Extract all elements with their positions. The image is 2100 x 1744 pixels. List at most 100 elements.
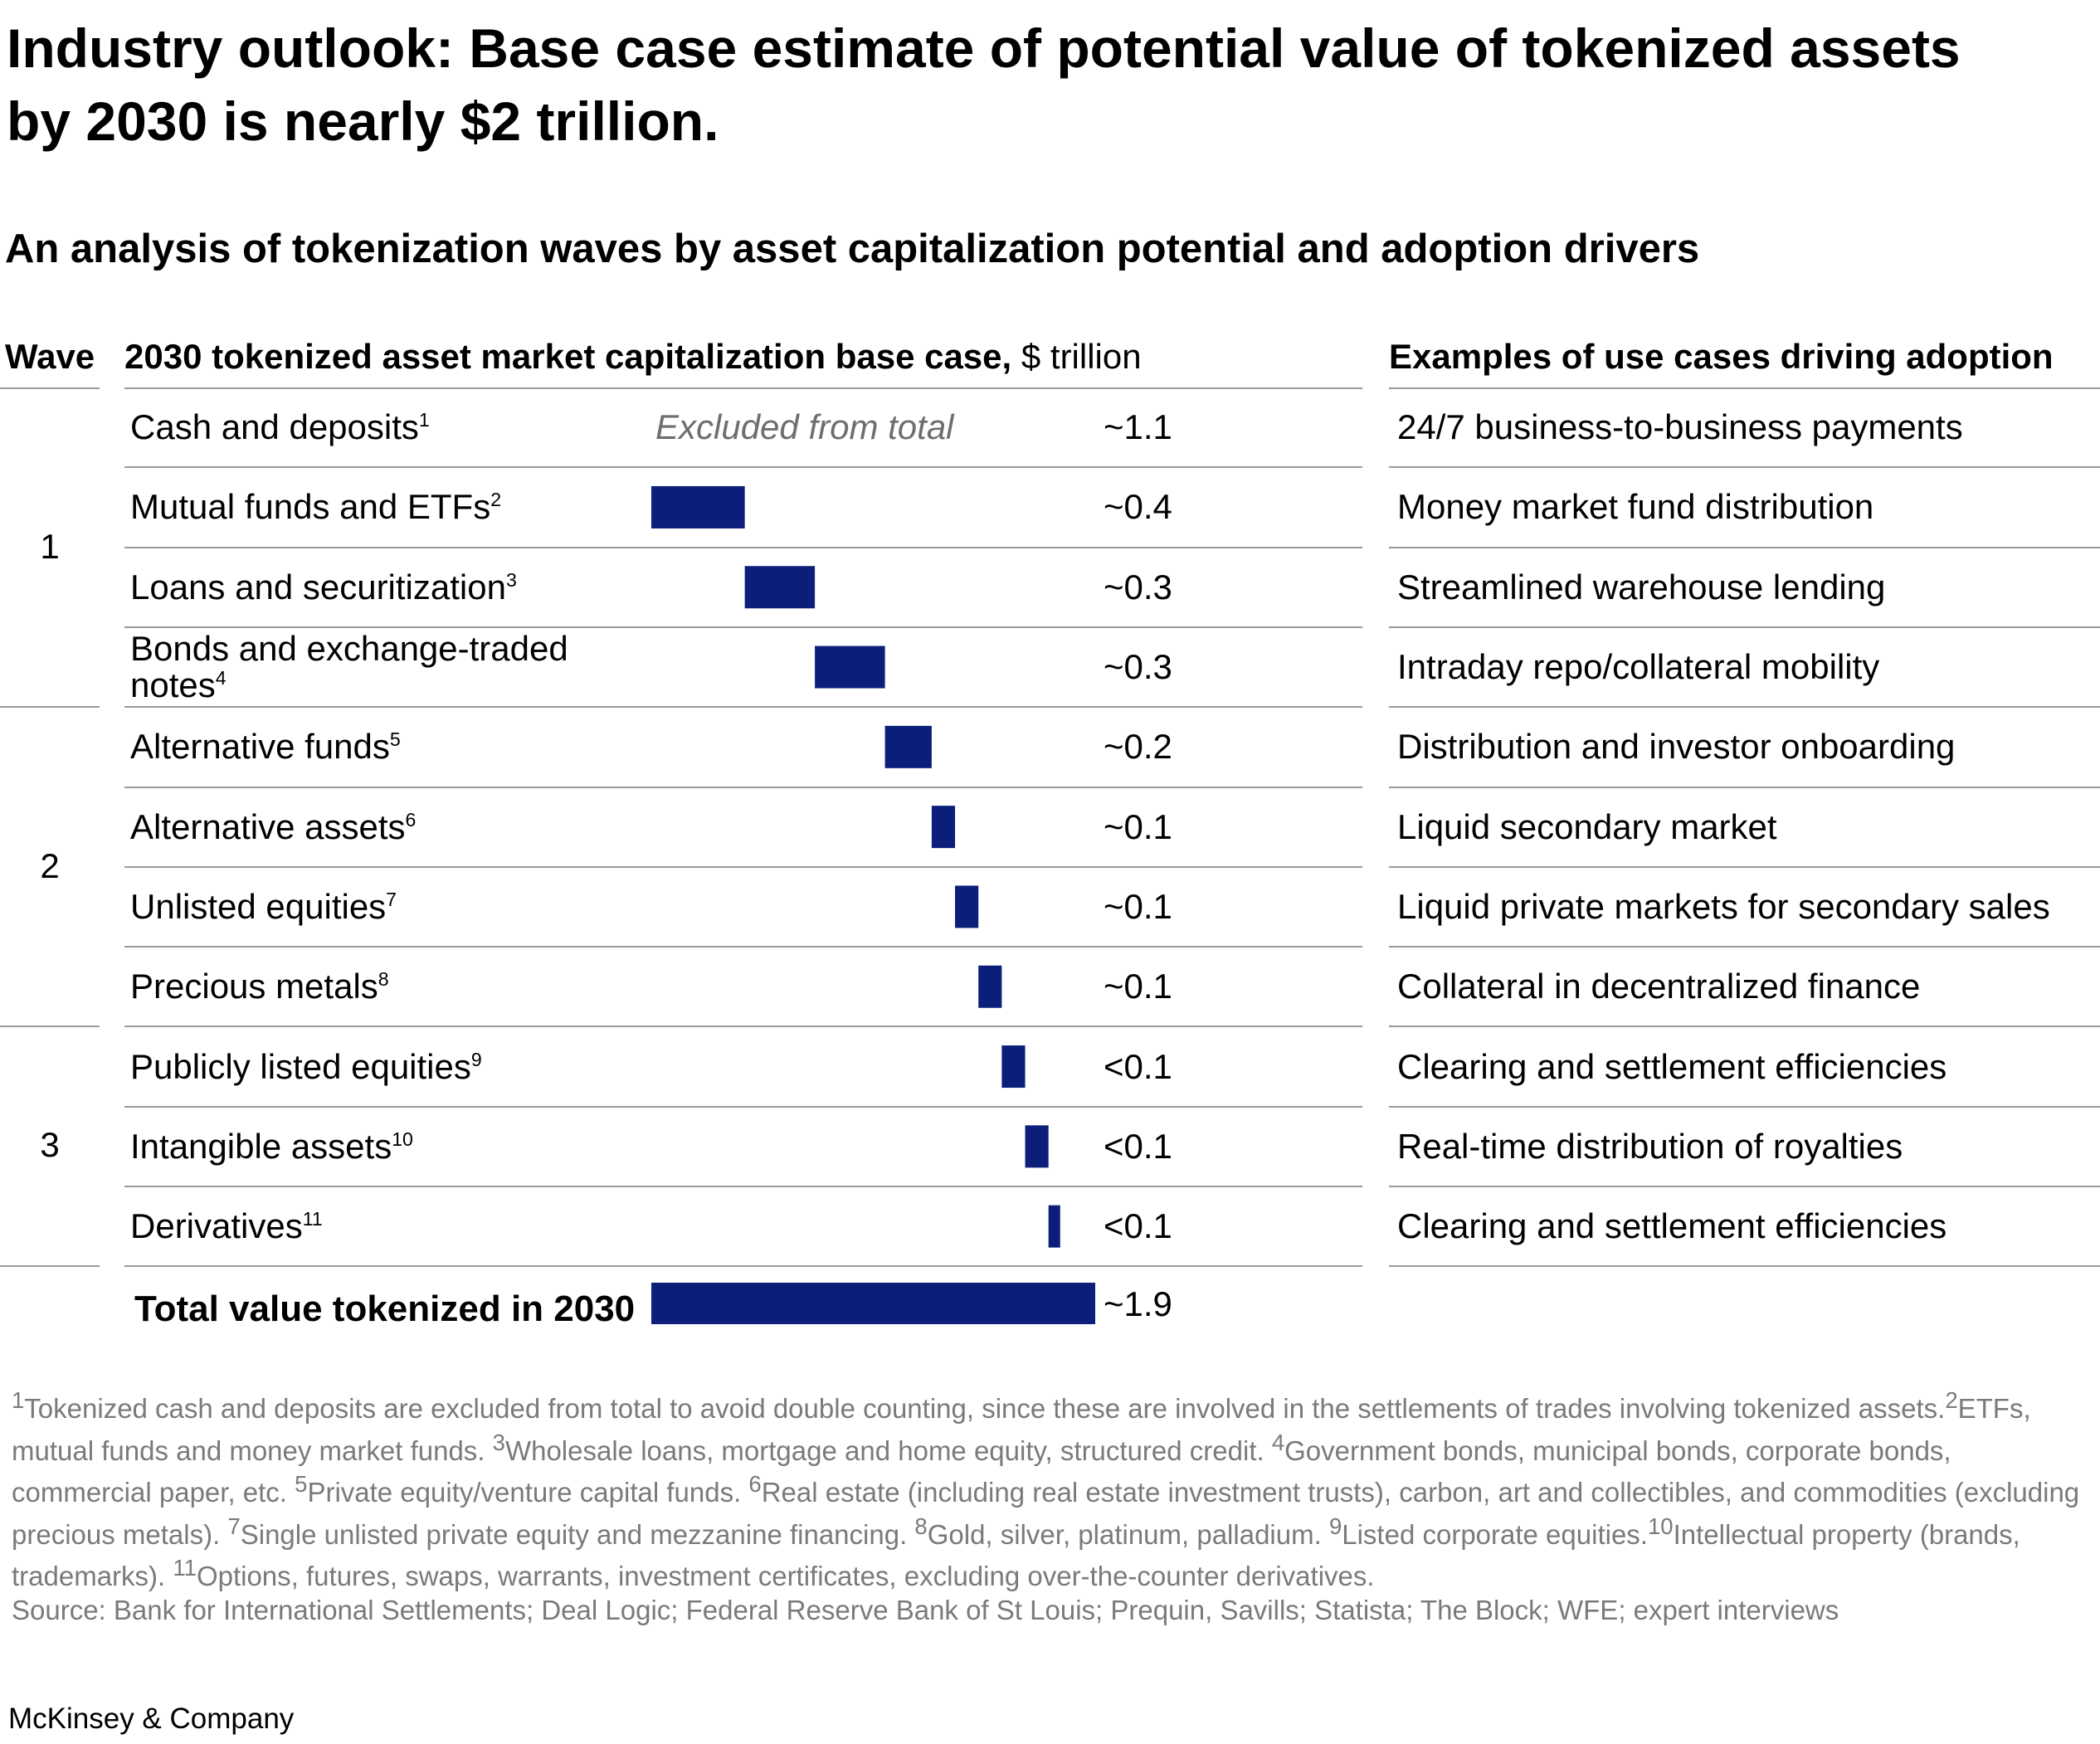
use-case-column-header: Examples of use cases driving adoption — [1389, 337, 2054, 376]
value-label: ~0.1 — [1104, 967, 1172, 1006]
wave-divider — [0, 706, 100, 709]
footnote-marker: 9 — [470, 1048, 482, 1070]
row-divider — [124, 946, 1362, 948]
value-label: <0.1 — [1104, 1206, 1172, 1246]
category-label: Precious metals8 — [130, 967, 389, 1006]
footnote-number: 10 — [1647, 1513, 1674, 1539]
row-divider — [124, 865, 1362, 868]
footnote-item: Listed corporate equities. — [1342, 1518, 1648, 1550]
row-divider — [124, 1025, 1362, 1028]
category-label: Unlisted equities7 — [130, 886, 397, 926]
value-label: <0.1 — [1104, 1126, 1172, 1166]
waterfall-bar — [1001, 1045, 1026, 1089]
use-case-divider — [1389, 786, 2100, 788]
row-divider — [124, 1105, 1362, 1108]
footnote-marker: 2 — [490, 489, 502, 511]
row-divider — [124, 1186, 1362, 1187]
waterfall-bar — [1048, 1205, 1060, 1248]
footnote-marker: 3 — [505, 568, 517, 591]
use-case-text: Streamlined warehouse lending — [1397, 567, 1886, 607]
value-label: ~0.1 — [1104, 806, 1172, 846]
use-case-divider — [1389, 706, 2100, 709]
value-label: ~0.4 — [1104, 487, 1172, 527]
wave-column-header: Wave — [5, 337, 95, 376]
waterfall-bar — [744, 566, 816, 609]
row-divider — [124, 786, 1362, 788]
waterfall-bar — [978, 965, 1002, 1008]
footnote-item: Private equity/venture capital funds. — [307, 1477, 749, 1508]
use-case-divider — [1389, 865, 2100, 868]
value-label: <0.1 — [1104, 1046, 1172, 1086]
footnote-item: Real estate (including real estate inves… — [12, 1477, 2080, 1550]
value-label: ~0.2 — [1104, 727, 1172, 767]
value-label: ~1.1 — [1104, 407, 1172, 447]
footnote-marker: 6 — [405, 808, 417, 831]
footnote-text: 1Tokenized cash and deposits are exclude… — [12, 1384, 2086, 1594]
value-label: ~0.1 — [1104, 886, 1172, 926]
footnotes: 1Tokenized cash and deposits are exclude… — [12, 1384, 2086, 1627]
total-bar — [651, 1283, 1095, 1324]
waterfall-bar — [955, 885, 979, 928]
footnote-number: 3 — [492, 1429, 505, 1455]
row-divider — [124, 546, 1362, 548]
use-case-header-rule — [1389, 387, 2100, 389]
category-label: Derivatives11 — [130, 1206, 323, 1246]
footnote-marker: 5 — [389, 728, 401, 751]
use-case-divider — [1389, 946, 2100, 948]
footnote-number: 11 — [173, 1555, 197, 1581]
use-case-text: Liquid secondary market — [1397, 806, 1777, 846]
footnote-marker: 10 — [392, 1128, 413, 1150]
chart-subtitle: An analysis of tokenization waves by ass… — [5, 227, 1700, 271]
footnote-number: 1 — [12, 1387, 25, 1413]
footnote-number: 2 — [1945, 1387, 1958, 1413]
use-case-divider — [1389, 1186, 2100, 1187]
wave-2-label: 2 — [40, 846, 60, 885]
row-divider — [124, 706, 1362, 709]
wave-3-label: 3 — [40, 1125, 60, 1164]
use-case-text: Collateral in decentralized finance — [1397, 967, 1921, 1006]
use-case-text: Real-time distribution of royalties — [1397, 1126, 1903, 1166]
footnote-marker: 7 — [386, 888, 397, 910]
waterfall-bar — [931, 806, 956, 849]
waterfall-bar — [1025, 1125, 1049, 1168]
row-divider — [124, 1265, 1362, 1268]
category-label: Loans and securitization3 — [130, 567, 517, 607]
use-case-divider — [1389, 1265, 2100, 1268]
use-case-divider — [1389, 1105, 2100, 1108]
use-case-text: Clearing and settlement efficiencies — [1397, 1046, 1947, 1086]
value-label: ~0.3 — [1104, 567, 1172, 607]
source-note: Source: Bank for International Settlemen… — [12, 1594, 1839, 1625]
row-divider — [124, 466, 1362, 469]
footnote-item: Gold, silver, platinum, palladium. — [927, 1518, 1329, 1550]
footnote-marker: 8 — [378, 968, 389, 991]
footnote-item: Single unlisted private equity and mezza… — [240, 1518, 915, 1550]
waterfall-bar — [884, 725, 932, 768]
chart-title: Industry outlook: Base case estimate of … — [7, 17, 1961, 152]
category-label: Alternative funds5 — [130, 727, 401, 767]
footnote-number: 9 — [1328, 1513, 1342, 1539]
row-divider — [124, 626, 1362, 628]
brand-logo-text: McKinsey & Company — [8, 1703, 295, 1735]
excluded-note: Excluded from total — [655, 407, 954, 447]
chart-header-rule — [124, 387, 1362, 389]
footnote-number: 5 — [295, 1471, 308, 1497]
use-case-divider — [1389, 626, 2100, 628]
use-case-divider — [1389, 546, 2100, 548]
use-case-divider — [1389, 1025, 2100, 1028]
total-label: Total value tokenized in 2030 — [134, 1289, 636, 1329]
value-label: ~0.3 — [1104, 647, 1172, 687]
footnote-item: Tokenized cash and deposits are excluded… — [24, 1393, 1946, 1424]
category-label: Alternative assets6 — [130, 806, 417, 846]
footnote-number: 7 — [227, 1513, 241, 1539]
footnote-item: Options, futures, swaps, warrants, inves… — [196, 1561, 1375, 1591]
chart-header-unit: $ trillion — [1011, 337, 1142, 376]
footnote-item: Government bonds, municipal bonds, corpo… — [12, 1435, 1951, 1508]
category-label: Cash and deposits1 — [130, 407, 430, 447]
footnote-item: Wholesale loans, mortgage and home equit… — [504, 1435, 1272, 1466]
waterfall-chart — [651, 485, 1095, 1324]
footnote-item: Intellectual property (brands, trademark… — [12, 1518, 2020, 1592]
waterfall-bar — [815, 645, 885, 689]
category-label: Intangible assets10 — [130, 1126, 413, 1166]
wave-divider — [0, 1025, 100, 1028]
footnote-marker: 1 — [418, 409, 430, 431]
